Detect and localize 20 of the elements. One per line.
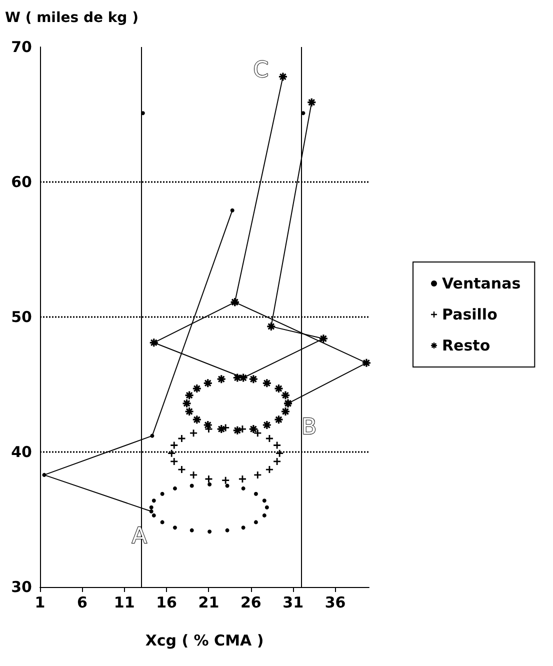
x-tick-label: 31 (282, 594, 304, 612)
legend-label: Resto (442, 336, 490, 354)
y-axis-title: W ( miles de kg ) (5, 10, 138, 26)
annotation: B (301, 414, 317, 440)
annotation: C (253, 58, 269, 84)
legend-label: Pasillo (442, 306, 498, 324)
x-tick-label: 6 (76, 594, 88, 612)
y-tick-label: 60 (11, 173, 32, 191)
legend-label: Ventanas (442, 274, 521, 292)
y-tick-label: 70 (11, 38, 32, 56)
x-axis-title: Xcg ( % CMA ) (145, 632, 264, 650)
y-tick-label: 50 (11, 308, 32, 326)
x-tick-label: 11 (114, 594, 135, 612)
x-tick-label: 26 (240, 594, 262, 612)
y-tick-label: 30 (11, 578, 32, 596)
y-tick-label: 40 (11, 443, 32, 461)
x-tick-label: 16 (156, 594, 177, 612)
x-tick-label: 1 (34, 594, 46, 612)
x-tick-label: 21 (198, 594, 220, 612)
x-tick-label: 36 (324, 594, 346, 612)
